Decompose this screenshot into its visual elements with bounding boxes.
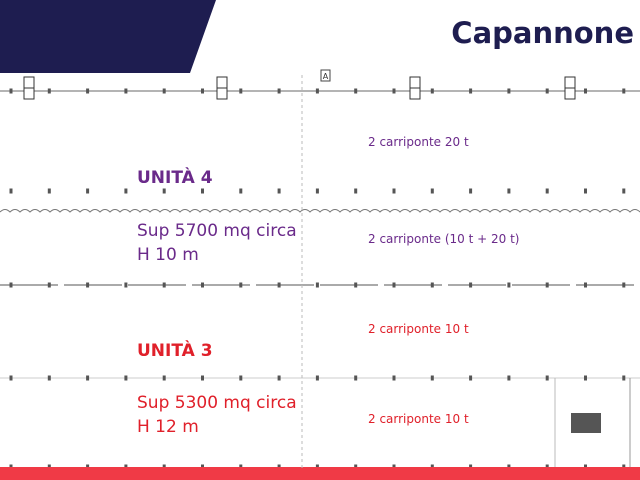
pillar (469, 88, 473, 94)
unit4-surface: Sup 5700 mq circa (137, 221, 297, 241)
equipment-symbol (571, 413, 601, 433)
pillar (584, 188, 587, 194)
pillar (545, 282, 549, 288)
pillar (622, 88, 626, 94)
pillar (86, 88, 90, 94)
pillar (9, 375, 13, 381)
pillar (507, 375, 511, 381)
pillar (124, 375, 128, 381)
pillar (584, 375, 587, 381)
shed-roof-line (0, 209, 640, 213)
pillar (392, 282, 396, 288)
pillar (277, 282, 281, 288)
pillar (201, 282, 204, 288)
pillar (622, 188, 626, 194)
pillar (162, 375, 166, 381)
pillar (124, 188, 128, 194)
page-title: Capannone (451, 16, 634, 50)
pillar (430, 88, 434, 94)
pillar (47, 282, 51, 288)
pillar (47, 88, 51, 94)
pillar (545, 88, 549, 94)
pillar (277, 375, 281, 381)
unit3-name: UNITÀ 3 (137, 341, 213, 361)
pillar (392, 188, 396, 194)
pillar (507, 88, 511, 94)
pillar (86, 375, 90, 381)
bay-4-crane-label: 2 carriponte 10 t (368, 412, 469, 426)
pillar (315, 88, 319, 94)
unit4-height: H 10 m (137, 245, 199, 265)
pillar (239, 282, 243, 288)
pillar (354, 375, 358, 381)
pillar (277, 188, 281, 194)
pillar (124, 88, 128, 94)
pillar (47, 375, 51, 381)
pillar (162, 88, 166, 94)
pillar (392, 88, 396, 94)
pillar (354, 88, 358, 94)
pillar (9, 188, 13, 194)
unit4-name: UNITÀ 4 (137, 168, 213, 188)
pillar (162, 282, 166, 288)
pillar (545, 188, 549, 194)
pillar (47, 188, 51, 194)
pillar (86, 188, 90, 194)
pillar (86, 282, 90, 288)
pillar (162, 188, 166, 194)
pillar (9, 88, 13, 94)
pillar (392, 375, 396, 381)
pillar (354, 188, 358, 194)
pillar (239, 188, 243, 194)
pillar (124, 282, 128, 288)
pillar (201, 88, 204, 94)
pillar (354, 282, 358, 288)
unit3-height: H 12 m (137, 417, 199, 437)
pillar (201, 188, 204, 194)
unit3-boundary-band (0, 467, 640, 480)
pillar (507, 188, 511, 194)
pillar (430, 282, 434, 288)
pillar (584, 282, 587, 288)
pillar (315, 188, 319, 194)
pillar (622, 282, 626, 288)
unit3-surface: Sup 5300 mq circa (137, 393, 297, 413)
pillar (430, 375, 434, 381)
pillar (469, 375, 473, 381)
section-marker-label: A (323, 72, 329, 81)
header-banner (0, 0, 216, 73)
pillar (9, 282, 13, 288)
pillar (545, 375, 549, 381)
pillar (201, 375, 204, 381)
pillar (622, 375, 626, 381)
pillar (277, 88, 281, 94)
bay-1-crane-label: 2 carriponte 20 t (368, 135, 469, 149)
bay-3-crane-label: 2 carriponte 10 t (368, 322, 469, 336)
pillar (315, 282, 319, 288)
pillar (469, 188, 473, 194)
pillar (469, 282, 473, 288)
pillar (315, 375, 319, 381)
pillar (239, 375, 243, 381)
bay-2-crane-label: 2 carriponte (10 t + 20 t) (368, 232, 520, 246)
pillar (507, 282, 511, 288)
pillar (239, 88, 243, 94)
section-marker (320, 69, 331, 82)
pillar (430, 188, 434, 194)
pillar (584, 88, 587, 94)
